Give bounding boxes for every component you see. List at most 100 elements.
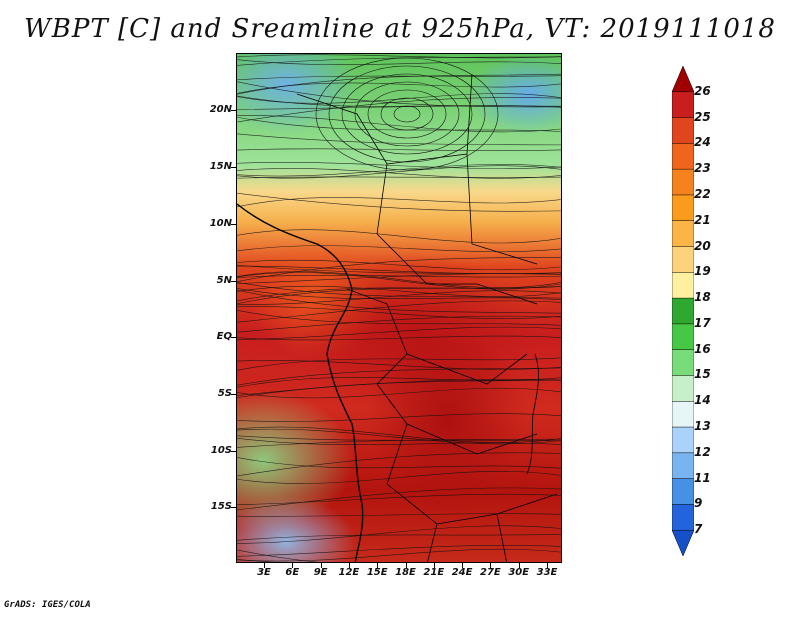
colorbar-swatch (672, 272, 694, 299)
streamline (315, 57, 499, 171)
streamline (237, 513, 561, 517)
colorbar-top-arrow (672, 66, 694, 93)
streamline (237, 165, 561, 179)
streamline (237, 487, 561, 511)
streamline (237, 413, 561, 422)
lon-tick-mark (462, 563, 464, 568)
streamline (237, 192, 561, 212)
lon-tick-label: 27E (480, 567, 501, 578)
streamline (237, 360, 561, 370)
streamline (237, 281, 561, 299)
colorbar-swatch (672, 401, 694, 428)
lat-tick-label: 5N (216, 275, 232, 286)
streamline (237, 288, 561, 301)
lon-tick-label: 30E (508, 567, 530, 578)
streamline (328, 65, 486, 163)
lon-tick-label: 9E (313, 567, 328, 578)
colorbar-swatch (672, 194, 694, 222)
lat-tick-label: 10S (210, 445, 232, 456)
lat-tick-label: 15S (210, 501, 232, 512)
colorbar-level-label: 19 (694, 264, 711, 279)
streamline (237, 115, 561, 133)
colorbar-level-label: 9 (694, 496, 703, 511)
lon-tick-label: 15E (366, 567, 388, 578)
colorbar-swatch (672, 426, 694, 454)
colorbar-level-label: 26 (694, 83, 711, 98)
streamline (354, 81, 460, 147)
lon-tick-mark (320, 563, 322, 568)
colorbar-level-label: 12 (694, 444, 711, 459)
lon-tick-label: 18E (395, 567, 416, 578)
streamline (237, 176, 561, 179)
streamline (237, 54, 561, 59)
coastline (237, 203, 364, 562)
lon-tick-label: 21E (423, 567, 445, 578)
streamline (237, 75, 561, 81)
streamline (237, 534, 561, 541)
lon-tick-label: 3E (257, 567, 271, 578)
streamline (237, 457, 561, 469)
colorbar-level-label: 24 (694, 135, 711, 150)
map-panel (236, 53, 562, 563)
streamline (237, 380, 561, 398)
map-title: WBPT [C] and Sreamline at 925hPa, VT: 20… (24, 14, 776, 44)
colorbar-level-label: 13 (694, 419, 711, 434)
streamline (237, 133, 561, 146)
colorbar-swatch (672, 246, 694, 274)
lat-tick-mark (231, 337, 236, 338)
colorbar-level-label: 22 (694, 186, 711, 201)
colorbar-swatch (672, 143, 694, 170)
lat-tick-label: 5S (217, 388, 232, 399)
streamline (237, 290, 561, 305)
colorbar-swatch (672, 297, 694, 325)
lon-tick-mark (264, 563, 265, 568)
streamline (367, 89, 447, 139)
streamline (237, 300, 561, 323)
lon-tick-mark (405, 563, 407, 568)
streamline (237, 493, 561, 506)
colorbar-level-label: 16 (694, 341, 711, 356)
streamline (237, 309, 561, 326)
streamline (237, 367, 561, 386)
streamline (237, 271, 561, 289)
streamline (237, 275, 561, 278)
lon-tick-mark (490, 563, 492, 568)
streamline (237, 285, 561, 297)
colorbar-level-label: 18 (694, 290, 711, 305)
streamline-overlay (237, 54, 561, 562)
lat-tick-label: 10N (209, 218, 232, 229)
streamline (237, 259, 561, 271)
streamline (237, 335, 561, 341)
streamline (237, 470, 561, 484)
streamline (237, 326, 561, 340)
lat-tick-mark (231, 110, 236, 111)
streamline (237, 426, 561, 443)
lon-tick-mark (292, 563, 294, 568)
colorbar-level-label: 14 (694, 393, 711, 408)
streamline (237, 245, 561, 253)
colorbar-level-label: 7 (694, 522, 703, 537)
streamline (237, 229, 561, 244)
streamline (237, 116, 561, 132)
streamline (237, 286, 561, 302)
colorbar-level-label: 21 (694, 212, 711, 227)
streamline (237, 357, 561, 371)
lon-tick-label: 33E (536, 567, 558, 578)
streamline (237, 452, 561, 477)
streamline (237, 387, 561, 399)
grads-credit: GrADS: IGES/COLA (4, 600, 91, 610)
colorbar-level-label: 11 (694, 470, 711, 485)
lon-tick-mark (547, 563, 548, 568)
lat-tick-mark (231, 394, 236, 395)
streamline (237, 289, 561, 314)
colorbar-level-label: 15 (694, 367, 711, 382)
colorbar-swatch (672, 323, 694, 351)
lon-tick-mark (377, 563, 379, 568)
streamline (237, 197, 561, 208)
colorbar-swatch (672, 349, 694, 377)
streamline (237, 73, 561, 95)
colorbar-swatch (672, 452, 694, 480)
lat-tick-mark (231, 224, 236, 225)
streamline (237, 81, 561, 108)
streamline (341, 73, 473, 155)
